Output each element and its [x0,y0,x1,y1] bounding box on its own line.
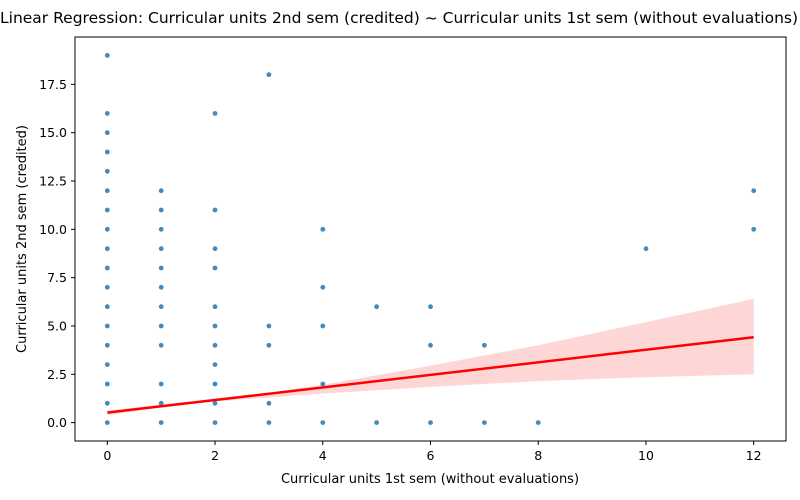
data-point [751,188,757,194]
data-point [158,226,164,232]
points-layer [104,53,757,425]
data-point [158,400,164,406]
y-tick-label: 7.5 [47,270,67,285]
regression-line-layer [107,335,754,414]
x-tick-label: 4 [319,448,327,463]
data-point [482,420,487,425]
data-point [158,304,164,310]
y-axis: 0.0 2.5 5.0 7.5 10.0 12.5 15.0 17.5 [39,77,75,430]
data-point [104,265,110,271]
data-point [104,323,110,329]
data-point [751,226,757,232]
data-point [643,246,649,252]
data-point [212,381,218,387]
confidence-band [107,298,754,416]
confidence-band-layer [107,298,754,416]
data-point [266,342,272,348]
x-tick-label: 8 [534,448,542,463]
data-point [158,207,164,213]
x-tick-label: 0 [103,448,111,463]
data-point [158,381,164,387]
chart-title: Linear Regression: Curricular units 2nd … [0,9,798,27]
data-point [104,381,110,387]
data-point [212,246,218,252]
data-point [482,342,487,348]
data-point [266,323,272,329]
data-point [104,420,110,425]
data-point [104,246,110,252]
data-point [158,284,164,290]
regression-line [107,335,754,414]
x-axis-label: Curricular units 1st sem (without evalua… [281,472,579,487]
data-point [158,188,164,194]
data-point [158,323,164,329]
data-point [320,323,326,329]
data-point [104,130,110,136]
data-point [104,342,110,348]
y-tick-label: 10.0 [39,222,67,237]
data-point [158,265,164,271]
data-point [535,420,541,425]
data-point [374,304,379,310]
y-tick-label: 5.0 [47,318,67,333]
data-point [212,323,218,329]
data-point [212,400,218,406]
data-point [212,265,218,271]
x-tick-label: 6 [427,448,435,463]
y-tick-label: 12.5 [39,174,67,189]
x-tick-label: 12 [746,448,762,463]
data-point [104,226,110,232]
data-point [212,420,218,425]
data-point [320,420,326,425]
y-axis-label: Curricular units 2nd sem (credited) [15,125,30,353]
data-point [104,284,110,290]
data-point [104,400,110,406]
data-point [158,246,164,252]
data-point [104,207,110,213]
data-point [104,362,110,367]
x-tick-label: 10 [638,448,654,463]
data-point [428,342,433,348]
data-point [104,168,110,174]
y-tick-label: 17.5 [39,77,67,92]
data-point [158,342,164,348]
data-point [212,342,218,348]
x-axis: 0 2 4 6 8 10 12 [103,441,762,463]
y-tick-label: 15.0 [39,125,67,140]
data-point [266,72,272,78]
data-point [104,111,110,116]
y-tick-label: 0.0 [47,415,67,430]
data-point [428,420,433,425]
data-point [374,420,379,425]
data-point [104,53,110,58]
data-point [104,304,110,310]
data-point [428,304,433,310]
data-point [212,362,218,367]
data-point [320,226,326,232]
data-point [104,149,110,155]
y-tick-label: 2.5 [47,367,67,382]
data-point [266,400,272,406]
data-point [104,188,110,194]
data-point [212,207,218,213]
data-point [212,111,218,116]
data-point [212,304,218,310]
data-point [158,420,164,425]
x-tick-label: 2 [211,448,219,463]
data-point [266,420,272,425]
data-point [320,381,326,387]
data-point [320,284,326,290]
